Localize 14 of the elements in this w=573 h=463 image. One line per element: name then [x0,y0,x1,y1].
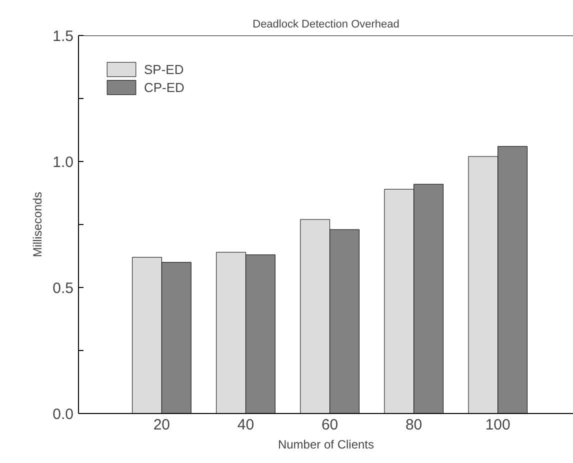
y-axis-title: Milliseconds [30,192,45,258]
x-axis-title: Number of Clients [278,438,374,452]
y-tick-label: 0.5 [52,280,74,297]
legend-label: CP-ED [144,80,184,94]
chart-title: Deadlock Detection Overhead [252,18,400,30]
y-tick-label: 1.0 [52,154,74,171]
y-tick-label: 1.5 [52,28,74,45]
legend-label: SP-ED [144,62,184,76]
x-tick-label: 100 [485,416,510,434]
x-tick-label: 60 [321,416,338,434]
x-tick-label: 20 [153,416,170,434]
x-tick-label: 40 [237,416,254,434]
y-tick-label: 0.0 [52,406,74,423]
x-tick-label: 80 [405,416,422,434]
